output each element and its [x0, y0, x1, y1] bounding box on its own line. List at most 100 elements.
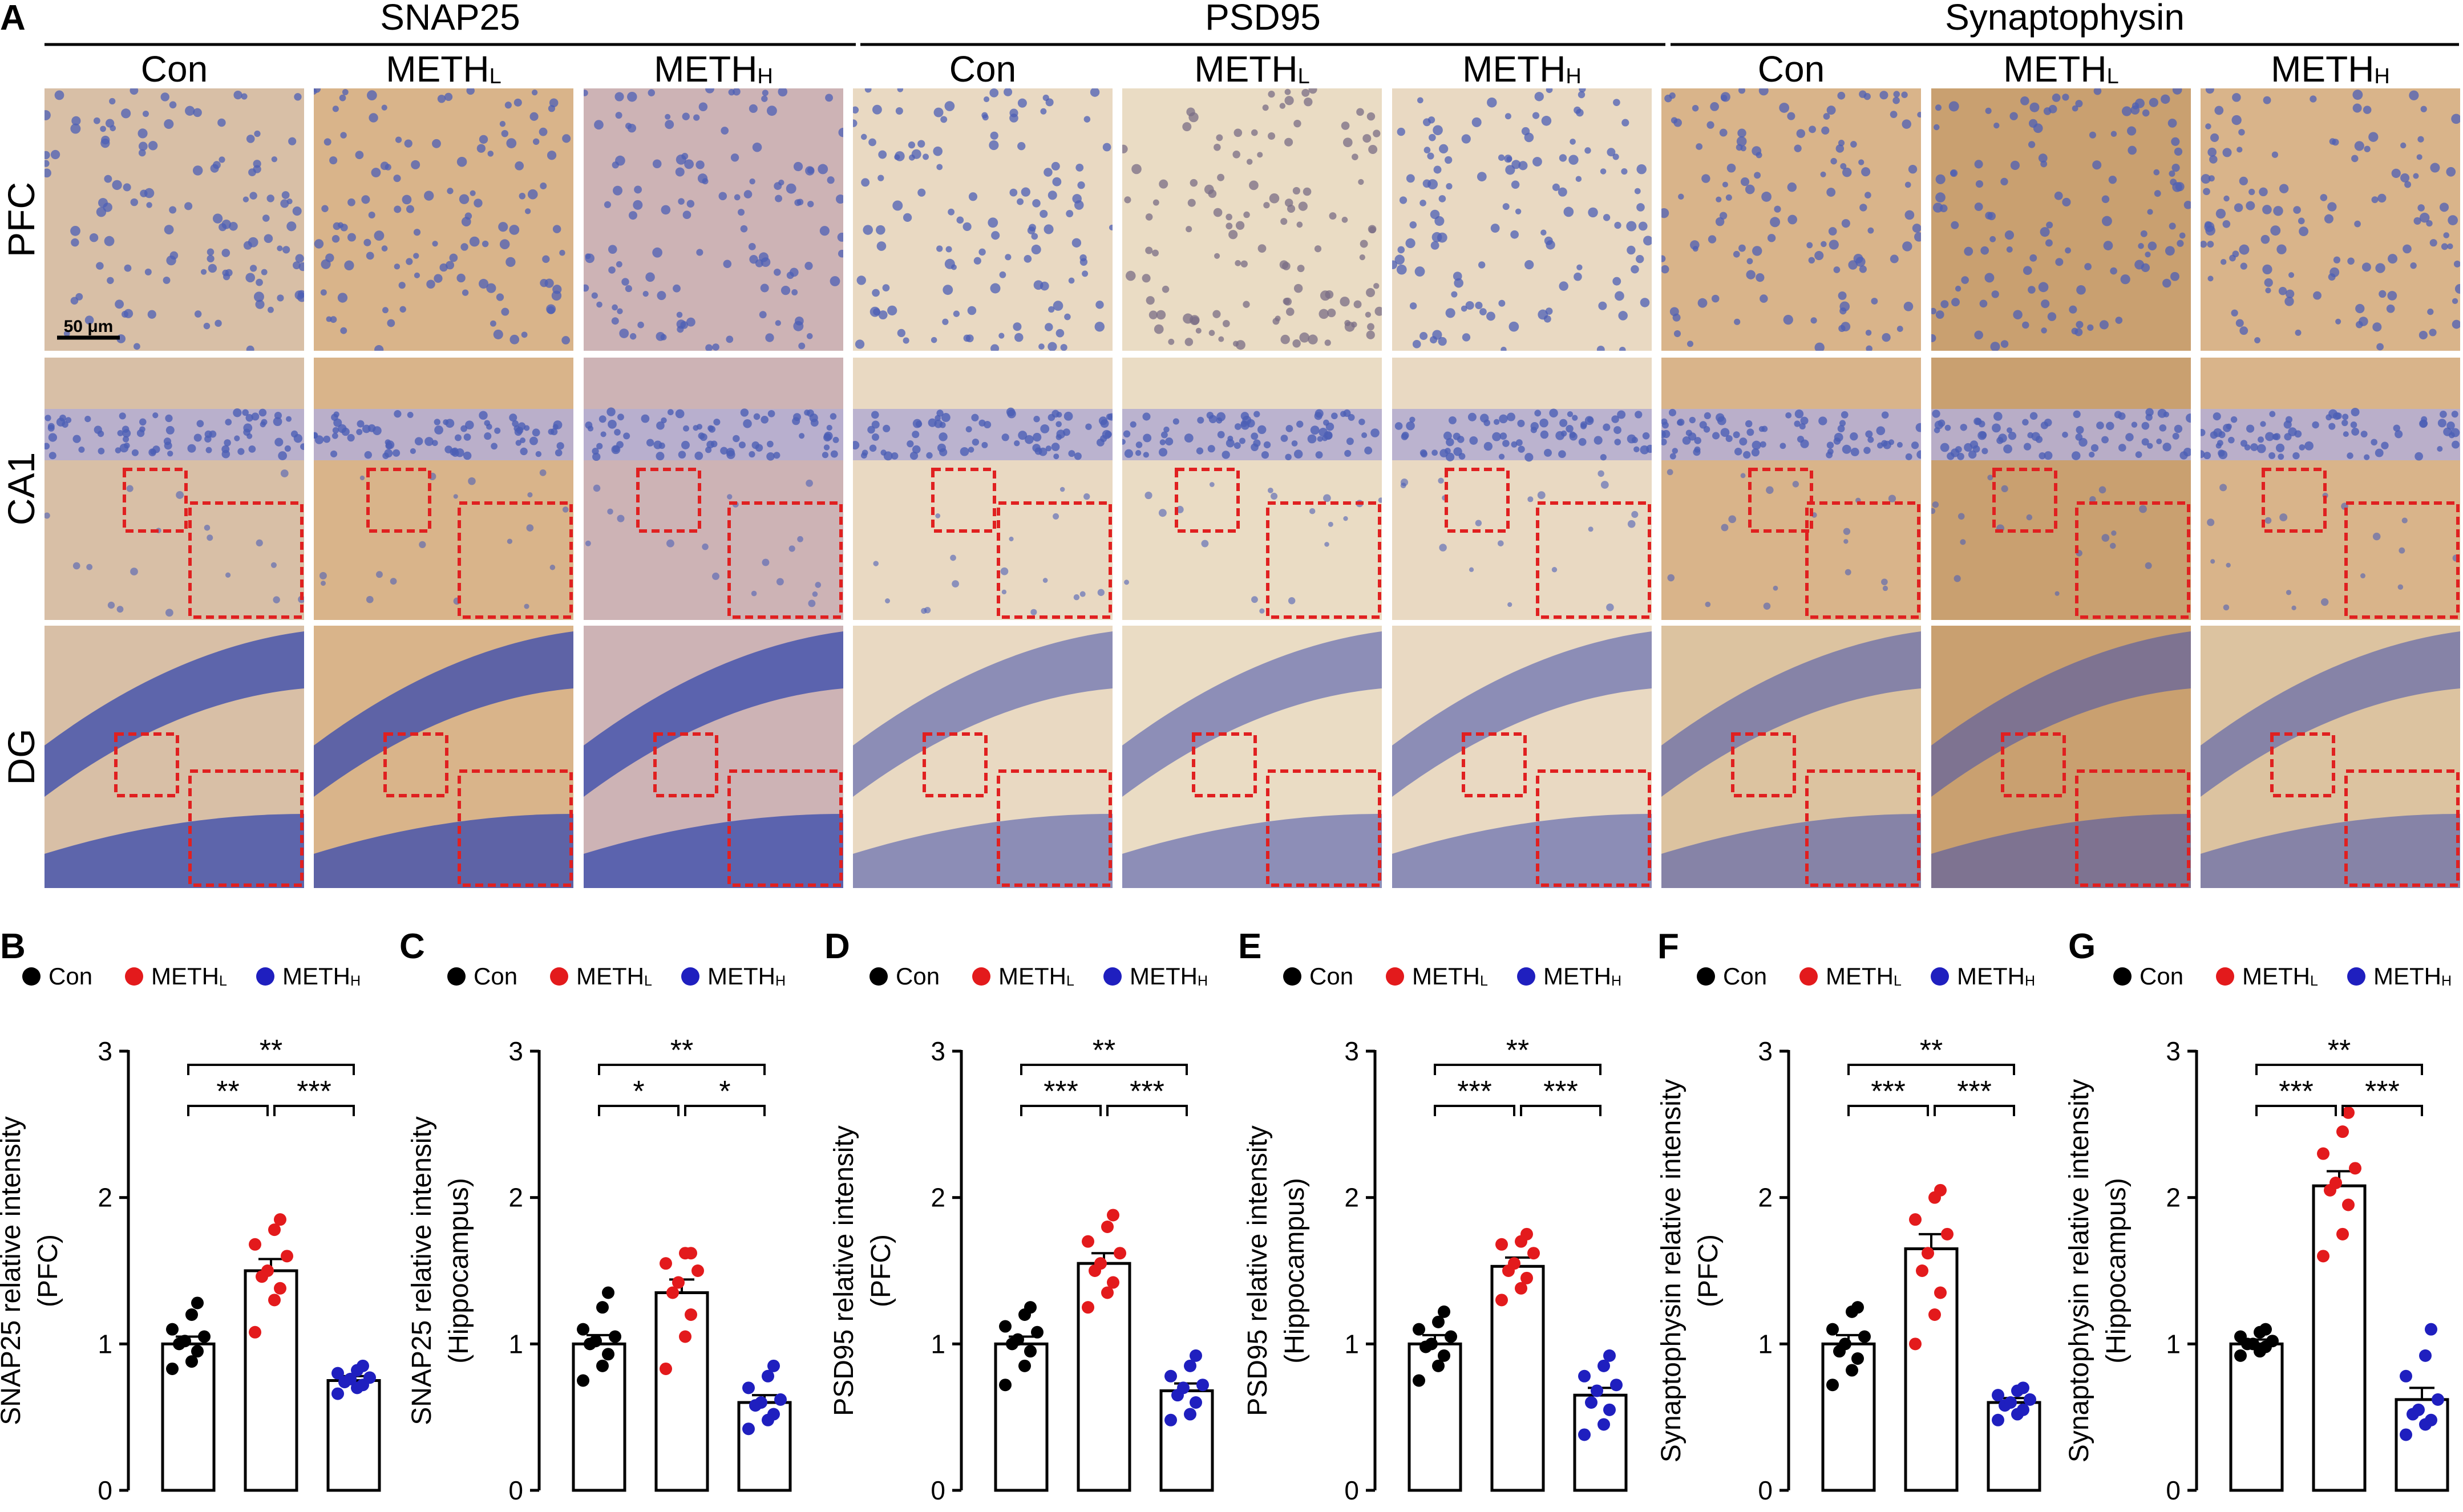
micrograph-psd95-ca1-4[interactable] [1120, 358, 1384, 620]
column-label-methl: METHL [386, 48, 501, 90]
micrograph-synaptophysin-ca1-7[interactable] [1930, 358, 2195, 620]
micrograph-psd95-pfc-5[interactable] [1389, 86, 1653, 354]
micrograph-psd95-dg-4[interactable] [1122, 626, 1382, 888]
nucleus [2258, 436, 2264, 443]
nucleus [1396, 264, 1407, 275]
nucleus [584, 284, 589, 292]
nucleus [1989, 236, 1996, 242]
legend-marker-methl [2216, 967, 2234, 986]
micrograph-snap25-dg-0[interactable] [45, 626, 304, 888]
nucleus [499, 121, 506, 127]
nucleus [2106, 421, 2114, 431]
micrograph-snap25-dg-1[interactable] [314, 626, 573, 888]
nucleus [1722, 181, 1728, 188]
data-point [185, 1355, 198, 1368]
micrograph-psd95-ca1-5[interactable] [1392, 358, 1655, 620]
micrograph-psd95-dg-5[interactable] [1392, 626, 1652, 888]
micrograph-synaptophysin-pfc-6[interactable] [1659, 86, 1923, 352]
micrograph-psd95-pfc-4[interactable] [1119, 85, 1384, 351]
data-point [2329, 1177, 2342, 1189]
nucleus [1642, 432, 1650, 440]
nucleus [544, 278, 554, 288]
nucleus [1948, 101, 1959, 112]
nucleus [225, 419, 232, 425]
micrograph-snap25-pfc-1[interactable] [311, 85, 573, 354]
micrograph-snap25-pfc-2[interactable] [581, 84, 848, 352]
nucleus [799, 433, 805, 439]
nucleus [683, 425, 689, 432]
nucleus [130, 567, 138, 575]
data-point [1909, 1213, 1922, 1226]
micrograph-synaptophysin-dg-6[interactable] [1661, 626, 1921, 888]
nucleus [1427, 152, 1434, 160]
micrograph-synaptophysin-pfc-7[interactable] [1928, 85, 2192, 351]
nucleus [1431, 232, 1442, 242]
nucleus [1288, 597, 1296, 605]
nucleus [1268, 90, 1275, 98]
micrograph-synaptophysin-ca1-8[interactable] [2197, 358, 2460, 620]
nucleus [506, 138, 517, 148]
micrograph-snap25-ca1-2[interactable] [584, 358, 843, 620]
nucleus [1567, 411, 1574, 417]
micrograph-synaptophysin-dg-8[interactable] [2201, 626, 2460, 888]
column-label-con: Con [1758, 48, 1825, 90]
nucleus [596, 301, 602, 308]
micrograph-psd95-ca1-3[interactable] [851, 358, 1115, 620]
nucleus [1540, 430, 1549, 439]
nucleus [1414, 266, 1425, 277]
nucleus [1124, 579, 1130, 585]
nucleus [2239, 326, 2248, 335]
nucleus [1575, 176, 1582, 182]
nucleus [860, 452, 867, 459]
data-point [1425, 1337, 1438, 1351]
roi-box [636, 468, 701, 533]
nucleus [1706, 121, 1714, 129]
micrograph-psd95-pfc-3[interactable] [850, 86, 1115, 353]
nucleus [1518, 445, 1525, 453]
nucleus [1785, 412, 1792, 419]
nucleus [387, 319, 395, 327]
micrograph-snap25-dg-2[interactable] [584, 626, 843, 888]
nucleus [2313, 291, 2322, 300]
micrograph-psd95-dg-3[interactable] [853, 626, 1113, 888]
nucleus [1841, 219, 1850, 228]
micrograph-synaptophysin-ca1-6[interactable] [1657, 358, 1925, 620]
nucleus [2269, 411, 2276, 417]
nucleus [1774, 205, 1781, 213]
nucleus [1761, 425, 1768, 432]
nucleus [1030, 609, 1037, 615]
nucleus [1991, 290, 1999, 298]
micrograph-synaptophysin-pfc-8[interactable] [2200, 85, 2463, 351]
nucleus [749, 104, 758, 113]
y-tick-label: 3 [508, 1036, 523, 1066]
scale-bar-label: 50 μm [64, 317, 114, 336]
nucleus [1710, 102, 1719, 111]
granule-layer-lower [314, 814, 573, 888]
nucleus [2210, 133, 2219, 142]
nucleus [374, 230, 385, 241]
nucleus [1486, 311, 1495, 321]
nucleus [1761, 192, 1772, 202]
nucleus [1545, 307, 1553, 315]
micrograph-synaptophysin-dg-7[interactable] [1931, 626, 2191, 888]
micrograph-snap25-ca1-1[interactable] [312, 358, 573, 620]
nucleus [2099, 320, 2109, 330]
nucleus [2312, 421, 2319, 429]
nucleus [1881, 411, 1889, 419]
nucleus [1352, 153, 1358, 160]
micrograph-snap25-ca1-0[interactable] [43, 358, 307, 620]
nucleus [1461, 305, 1467, 312]
nucleus [1280, 334, 1290, 344]
nucleus [1124, 196, 1131, 204]
nucleus [1233, 128, 1243, 137]
nucleus [1779, 103, 1790, 113]
nucleus [1621, 119, 1629, 127]
nucleus [2075, 100, 2083, 108]
nucleus [762, 558, 770, 566]
nucleus [126, 485, 134, 492]
nucleus [248, 237, 258, 248]
micrograph-snap25-pfc-0[interactable]: 50 μm [41, 86, 308, 354]
